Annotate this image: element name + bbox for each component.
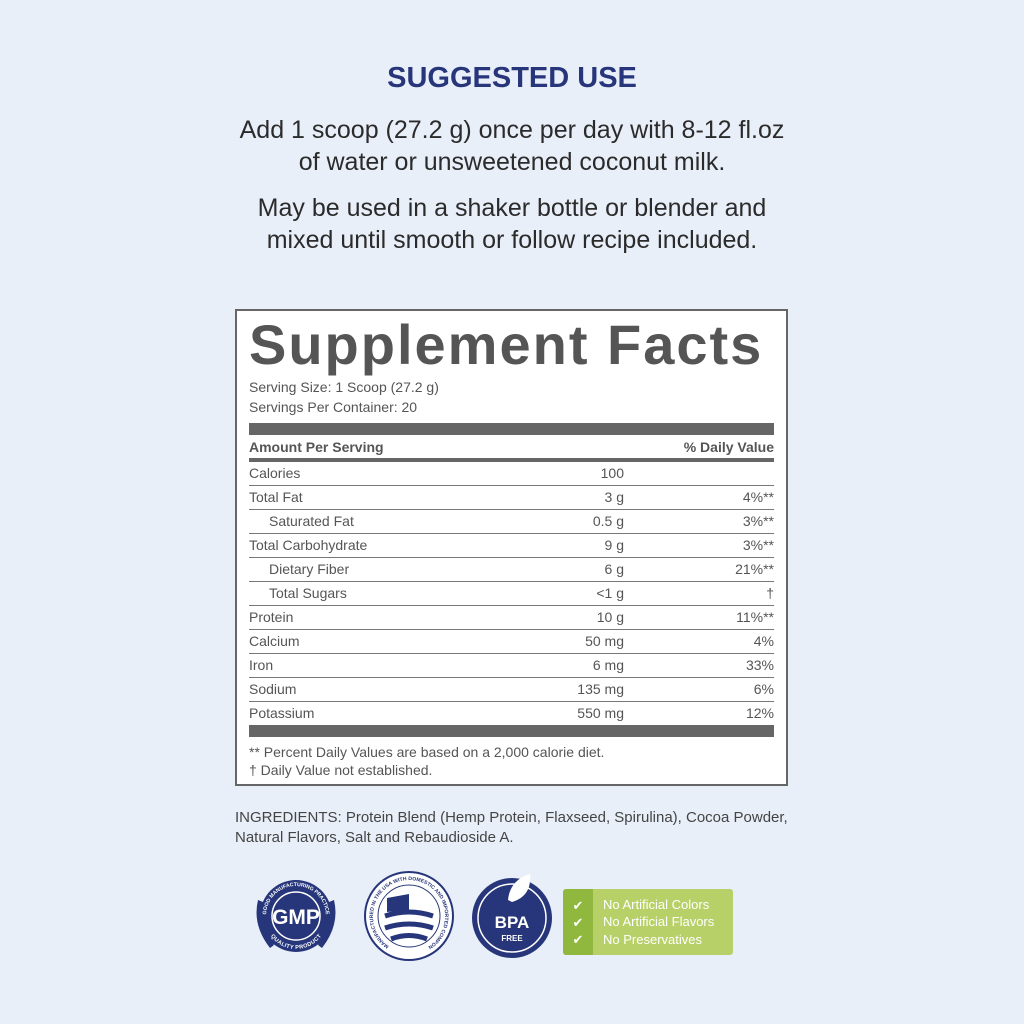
nutrient-amount: 3 g <box>604 489 624 505</box>
nutrient-amount: 550 mg <box>577 705 624 721</box>
nutrient-amount: 9 g <box>604 537 624 553</box>
facts-row: Dietary Fiber 6 g 21%** <box>249 558 774 582</box>
nutrient-name: Iron <box>249 657 274 673</box>
nutrient-dv: 21%** <box>735 561 774 577</box>
nutrient-name: Saturated Fat <box>269 513 354 529</box>
facts-row: Calories 100 <box>249 462 774 486</box>
svg-text:GMP: GMP <box>272 906 320 929</box>
nutrient-name: Calories <box>249 465 301 481</box>
nutrient-amount: 100 <box>600 465 624 481</box>
nutrient-amount: 6 mg <box>592 657 624 673</box>
nutrient-name: Calcium <box>249 633 300 649</box>
facts-row: Potassium 550 mg 12% <box>249 702 774 725</box>
nutrient-name: Sodium <box>249 681 297 697</box>
nutrient-amount: <1 g <box>596 585 624 601</box>
nutrient-amount: 6 g <box>604 561 624 577</box>
facts-header: Amount Per Serving% Daily Value <box>249 439 774 455</box>
nutrient-amount: 50 mg <box>585 633 624 649</box>
nutrient-name: Potassium <box>249 705 315 721</box>
nutrient-dv: 4%** <box>742 489 774 505</box>
nutrient-dv: 33% <box>745 657 774 673</box>
facts-row: Sodium 135 mg 6% <box>249 678 774 702</box>
nutrient-amount: 0.5 g <box>592 513 624 529</box>
divider <box>249 423 774 435</box>
nutrient-name: Dietary Fiber <box>269 561 350 577</box>
divider <box>249 458 774 462</box>
nutrient-amount: 10 g <box>596 609 624 625</box>
gmp-badge-icon: GOOD MANUFACTURING PRACTICE QUALITY PROD… <box>256 880 336 952</box>
nutrient-dv <box>624 462 774 485</box>
facts-row: Total Carbohydrate 9 g 3%** <box>249 534 774 558</box>
claim: No Artificial Flavors <box>603 914 715 930</box>
ingredients: INGREDIENTS: Protein Blend (Hemp Protein… <box>235 809 788 846</box>
nutrient-dv: 6% <box>753 681 774 697</box>
nutrient-dv: 12% <box>745 705 774 721</box>
nutrient-dv: 11%** <box>736 609 774 625</box>
check-icon: ✔ <box>572 931 584 947</box>
claim: No Preservatives <box>603 931 702 947</box>
nutrient-dv: † <box>766 585 774 601</box>
nutrient-amount: 135 mg <box>577 681 624 697</box>
nutrient-dv: 4% <box>753 633 774 649</box>
claims-box: ✔ ✔ ✔ No Artificial Colors No Artificial Fl… <box>563 889 733 955</box>
suggested-use-text-1: Add 1 scoop (27.2 g) once per day with 8… <box>239 116 785 176</box>
claim: No Artificial Colors <box>603 896 710 912</box>
footnotes: ** Percent Daily Values are based on a 2… <box>249 744 605 778</box>
check-icon: ✔ <box>572 914 584 930</box>
facts-row: Iron 6 mg 33% <box>249 654 774 678</box>
serving-size: Serving Size: 1 Scoop (27.2 g) <box>249 379 439 395</box>
nutrient-name: Total Carbohydrate <box>249 537 368 553</box>
svg-text:BPA: BPA <box>495 913 530 932</box>
facts-row: Total Sugars <1 g † <box>249 582 774 606</box>
nutrient-name: Total Sugars <box>269 585 347 601</box>
nutrient-name: Total Fat <box>249 489 303 505</box>
facts-title: Supplement Facts <box>249 313 764 376</box>
nutrient-name: Protein <box>249 609 294 625</box>
check-icon: ✔ <box>572 897 584 913</box>
facts-row: Protein 10 g 11%** <box>249 606 774 630</box>
nutrient-dv: 3%** <box>742 537 774 553</box>
suggested-use-text-2: May be used in a shaker bottle or blende… <box>257 194 767 254</box>
nutrient-dv: 3%** <box>742 513 774 529</box>
facts-row: Calcium 50 mg 4% <box>249 630 774 654</box>
made-in-usa-badge-icon: MANUFACTURED IN THE USA WITH DOMESTIC AN… <box>363 870 454 961</box>
facts-row: Total Fat 3 g 4%** <box>249 486 774 510</box>
supplement-facts-panel: Supplement Facts Serving Size: 1 Scoop (… <box>235 309 788 786</box>
suggested-use-title: SUGGESTED USE <box>387 62 637 94</box>
servings-per-container: Servings Per Container: 20 <box>249 399 418 415</box>
divider <box>249 725 774 737</box>
bpa-free-badge-icon: BPA FREE <box>472 874 552 958</box>
svg-text:FREE: FREE <box>501 934 523 943</box>
facts-row: Saturated Fat 0.5 g 3%** <box>249 510 774 534</box>
